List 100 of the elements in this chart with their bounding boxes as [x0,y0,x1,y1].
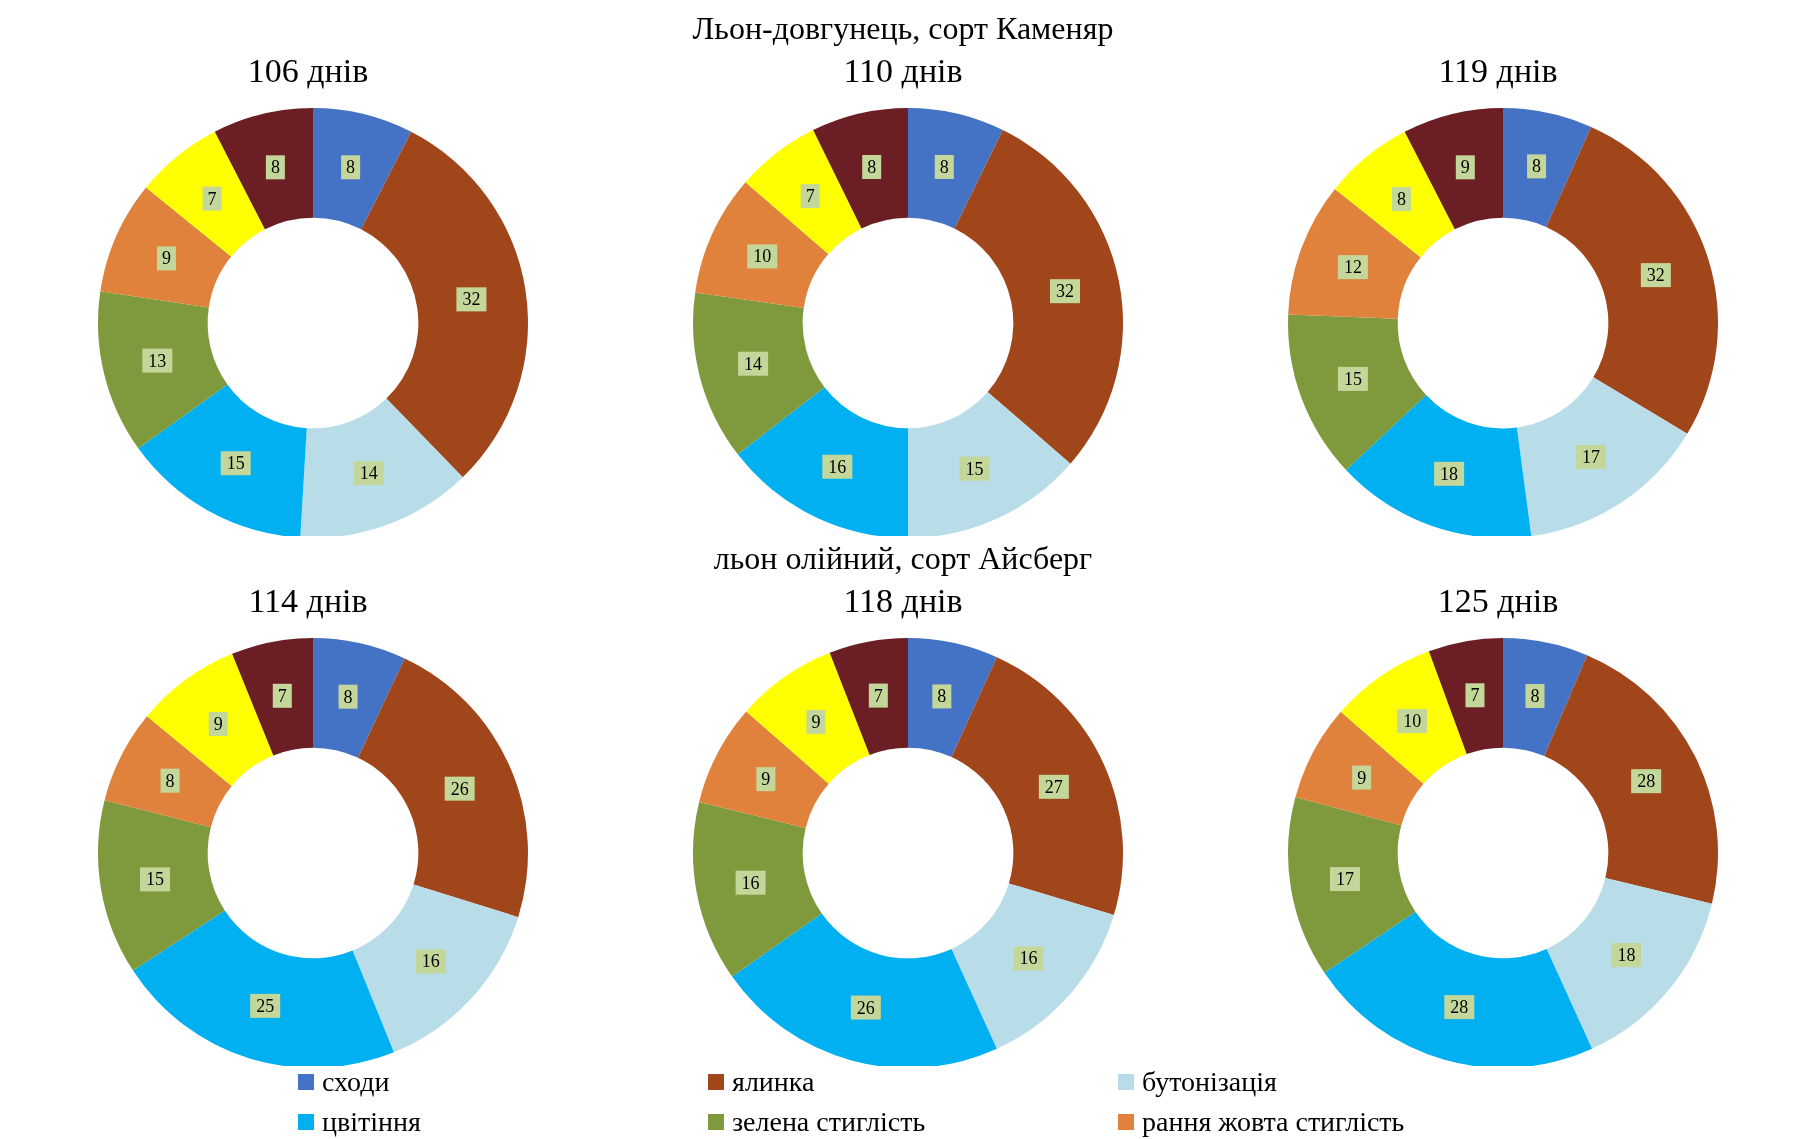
donut-slice [695,182,829,309]
donut-slice [1288,796,1416,973]
data-label: 7 [1470,685,1480,706]
data-label: 28 [1450,997,1469,1018]
donut-slice [1544,655,1718,904]
legend-label: бутонізація [1142,1066,1277,1098]
data-label: 12 [1343,257,1362,278]
donut-slice [100,187,232,308]
data-label: 8 [346,157,356,178]
donut-slice [746,652,870,784]
data-label: 8 [270,157,280,178]
donut-slice [1295,711,1424,826]
data-label: 8 [1532,156,1542,177]
donut-slice [732,913,997,1066]
donut-slice [361,131,528,478]
donut-slice [138,384,307,536]
donut-slice [699,711,829,828]
donut-slice [313,638,405,758]
donut-slice [98,291,228,449]
donut-slice [737,387,908,536]
data-label: 32 [1055,281,1074,302]
donut-slice [1346,395,1532,536]
data-label: 10 [753,246,772,267]
text: льон олійний, сорт Айсберг [712,540,1094,577]
donut-slice [1334,131,1455,258]
data-label: 14 [744,353,763,374]
data-label: 8 [937,686,947,707]
donut-slice [908,638,997,758]
donut-slice [1340,651,1467,784]
data-label: 32 [1646,265,1665,286]
donut-slice [908,391,1071,536]
data-label: 15 [1343,368,1362,389]
data-label: 32 [462,289,481,310]
donut-slice [1546,877,1712,1049]
data-label: 9 [1357,767,1367,788]
data-label: 9 [1460,157,1470,178]
data-label: 7 [805,186,815,207]
donut-slice [1428,638,1503,755]
chart-title: 106 днів [246,52,370,90]
data-label: 16 [828,456,847,477]
data-label: 8 [343,686,353,707]
data-label: 17 [1335,869,1354,890]
legend-label: цвітіння [322,1106,421,1138]
chart-title: 125 днів [1436,582,1560,620]
donut-slice [908,108,1003,229]
data-label: 10 [1403,711,1422,732]
data-label: 8 [165,770,175,791]
data-label: 17 [1581,446,1600,467]
donut-slice [147,653,274,787]
data-label: 15 [146,869,165,890]
donut-slice [133,910,394,1066]
data-label: 28 [1637,771,1656,792]
data-label: 16 [1019,948,1038,969]
data-label: 8 [939,156,949,177]
donut-slice [693,292,825,455]
data-label: 14 [359,463,378,484]
donut-slice [1324,911,1593,1066]
donut-slice [813,108,908,229]
donut-slice [1288,314,1427,470]
data-label: 26 [450,778,469,799]
donut-slice [1546,126,1718,434]
text: Льон-довгунець, сорт Каменяр [691,10,1115,47]
data-label: 8 [867,156,877,177]
donut-slice [357,658,528,918]
data-label: 18 [1617,945,1636,966]
data-label: 18 [1440,463,1459,484]
data-label: 9 [213,713,223,734]
legend-label: сходи [322,1066,390,1098]
donut-slice [1516,377,1688,536]
donut-slice [693,801,822,977]
data-label: 15 [965,458,984,479]
data-label: 7 [277,685,287,706]
data-label: 9 [161,248,171,269]
chart-title: 119 днів [1437,52,1559,90]
data-label: 27 [1044,776,1063,797]
legend-label: ялинка [732,1066,815,1098]
data-label: 16 [421,951,440,972]
donut-slice [829,638,908,755]
donut-slice [104,716,232,828]
donut-slice [98,800,225,971]
data-label: 8 [1530,686,1540,707]
donut-slice [313,108,412,230]
data-label: 7 [207,188,217,209]
donut-slice [951,657,1123,916]
data-label: 8 [1396,189,1406,210]
data-label: 25 [256,995,275,1016]
data-label: 15 [226,453,245,474]
donut-slice [1404,108,1503,230]
donut-slice [300,398,463,536]
chart-title: 118 днів [842,582,964,620]
donut-slice [951,883,1114,1049]
legend-label: рання жовта стиглість [1142,1106,1405,1138]
data-label: 7 [873,685,883,706]
donut-slice [1288,188,1421,319]
chart-title: 114 днів [247,582,369,620]
data-label: 16 [741,872,760,893]
donut-slice [214,108,313,230]
data-label: 9 [761,769,771,790]
chart-title: 110 днів [842,52,964,90]
data-label: 9 [811,711,821,732]
